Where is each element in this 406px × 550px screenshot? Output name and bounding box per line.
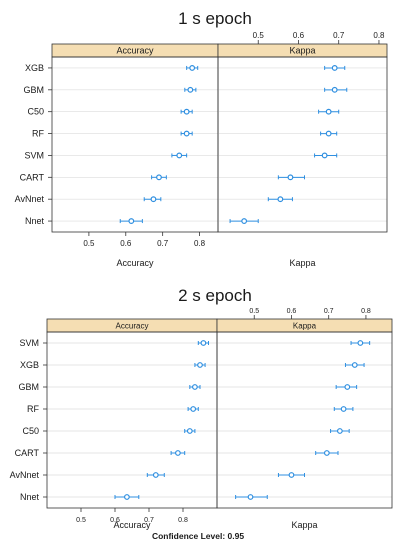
estimate-point <box>321 152 328 159</box>
category-label-xgb: XGB <box>25 63 44 73</box>
panel-frame <box>46 331 218 509</box>
estimate-point <box>288 472 295 478</box>
x-axis-label: Accuracy <box>113 520 151 530</box>
panel-frame <box>217 56 388 233</box>
estimate-point <box>191 384 198 390</box>
estimate-point <box>340 406 347 412</box>
estimate-point <box>152 472 159 478</box>
estimate-point <box>183 108 190 115</box>
estimate-point <box>200 340 207 346</box>
estimate-point <box>336 428 343 434</box>
x-tick-label: 0.6 <box>120 239 132 248</box>
panel-accuracy: Accuracy 0.5 0.6 0.7 0.8 Accuracy <box>51 43 219 268</box>
category-label-svm: SVM <box>24 150 44 160</box>
estimate-point <box>190 406 197 412</box>
x-tick-label: 0.7 <box>144 517 154 524</box>
x-tick-label: 0.6 <box>287 308 297 315</box>
category-label-svm: SVM <box>19 338 39 348</box>
estimate-point <box>351 362 358 368</box>
panel-frame <box>51 56 219 233</box>
category-label-avnnet: AvNnet <box>10 470 40 480</box>
category-label-nnet: Nnet <box>20 492 40 502</box>
category-label-gbm: GBM <box>18 382 39 392</box>
estimate-point <box>344 384 351 390</box>
estimate-point <box>247 494 254 500</box>
x-tick-label: 0.8 <box>373 31 385 40</box>
x-axis-label: Kappa <box>291 520 317 530</box>
category-label-rf: RF <box>32 129 44 139</box>
x-tick-label: 0.5 <box>83 239 95 248</box>
estimate-point <box>197 362 203 368</box>
chart-title-2s: 2 s epoch <box>178 286 252 305</box>
estimate-point <box>325 108 332 115</box>
plots-layer: XGB GBM C50 RF SVM CART AvNnet Nnet Accuracy 0.5 0… <box>10 31 393 530</box>
x-tick-label: 0.8 <box>178 517 188 524</box>
category-label-xgb: XGB <box>20 360 39 370</box>
category-label-cart: CART <box>15 448 40 458</box>
estimate-point <box>123 494 130 500</box>
x-tick-label: 0.8 <box>194 239 206 248</box>
x-tick-label: 0.5 <box>76 517 86 524</box>
category-label-gbm: GBM <box>23 85 44 95</box>
chart-1: XGB GBM C50 RF SVM CART AvNnet Nnet Accuracy 0.5 0… <box>15 31 388 268</box>
x-axis-label: Accuracy <box>116 258 154 268</box>
estimate-point <box>323 450 330 456</box>
panel-strip-label: Kappa <box>289 46 315 56</box>
estimate-point <box>331 65 338 71</box>
x-tick-label: 0.5 <box>249 308 259 315</box>
x-tick-label: 0.6 <box>110 517 120 524</box>
confidence-level-label: Confidence Level: 0.95 <box>152 531 244 541</box>
category-label-cart: CART <box>20 172 45 182</box>
estimate-point <box>174 450 181 456</box>
estimate-point <box>287 174 294 181</box>
estimate-point <box>331 86 338 93</box>
x-tick-label: 0.7 <box>324 308 334 315</box>
estimate-point <box>277 196 284 203</box>
estimate-point <box>241 218 248 224</box>
x-axis-label: Kappa <box>289 258 315 268</box>
estimate-point <box>128 218 135 224</box>
category-label-avnnet: AvNnet <box>15 194 45 204</box>
x-tick-label: 0.7 <box>157 239 169 248</box>
x-tick-label: 0.8 <box>361 308 371 315</box>
panel-frame <box>216 331 393 509</box>
estimate-point <box>186 428 193 434</box>
panel-strip-label: Accuracy <box>116 46 154 56</box>
panel-strip-label: Kappa <box>293 322 317 331</box>
category-label-rf: RF <box>27 404 39 414</box>
x-tick-label: 0.6 <box>293 31 305 40</box>
estimate-point <box>325 130 332 137</box>
x-tick-label: 0.5 <box>253 31 265 40</box>
category-label-c50: C50 <box>27 107 44 117</box>
estimate-point <box>189 65 196 71</box>
panel-strip-label: Accuracy <box>116 322 149 331</box>
panel-kappa: Kappa 0.5 0.6 0.7 0.8 Kappa <box>216 308 393 530</box>
estimate-point <box>176 152 183 159</box>
panel-accuracy: Accuracy 0.5 0.6 0.7 0.8 Accuracy <box>46 318 218 530</box>
estimate-point <box>150 196 157 203</box>
category-label-nnet: Nnet <box>25 216 45 226</box>
category-label-c50: C50 <box>22 426 39 436</box>
chart-2: SVM XGB GBM RF C50 CART AvNnet Nnet Accuracy 0.5 0… <box>10 308 393 530</box>
estimate-point <box>357 340 364 346</box>
estimate-point <box>183 130 190 137</box>
estimate-point <box>156 174 162 181</box>
x-tick-label: 0.7 <box>333 31 345 40</box>
estimate-point <box>187 86 194 93</box>
panel-kappa: Kappa 0.5 0.6 0.7 0.8 Kappa <box>217 31 388 268</box>
chart-title-1s: 1 s epoch <box>178 9 252 28</box>
